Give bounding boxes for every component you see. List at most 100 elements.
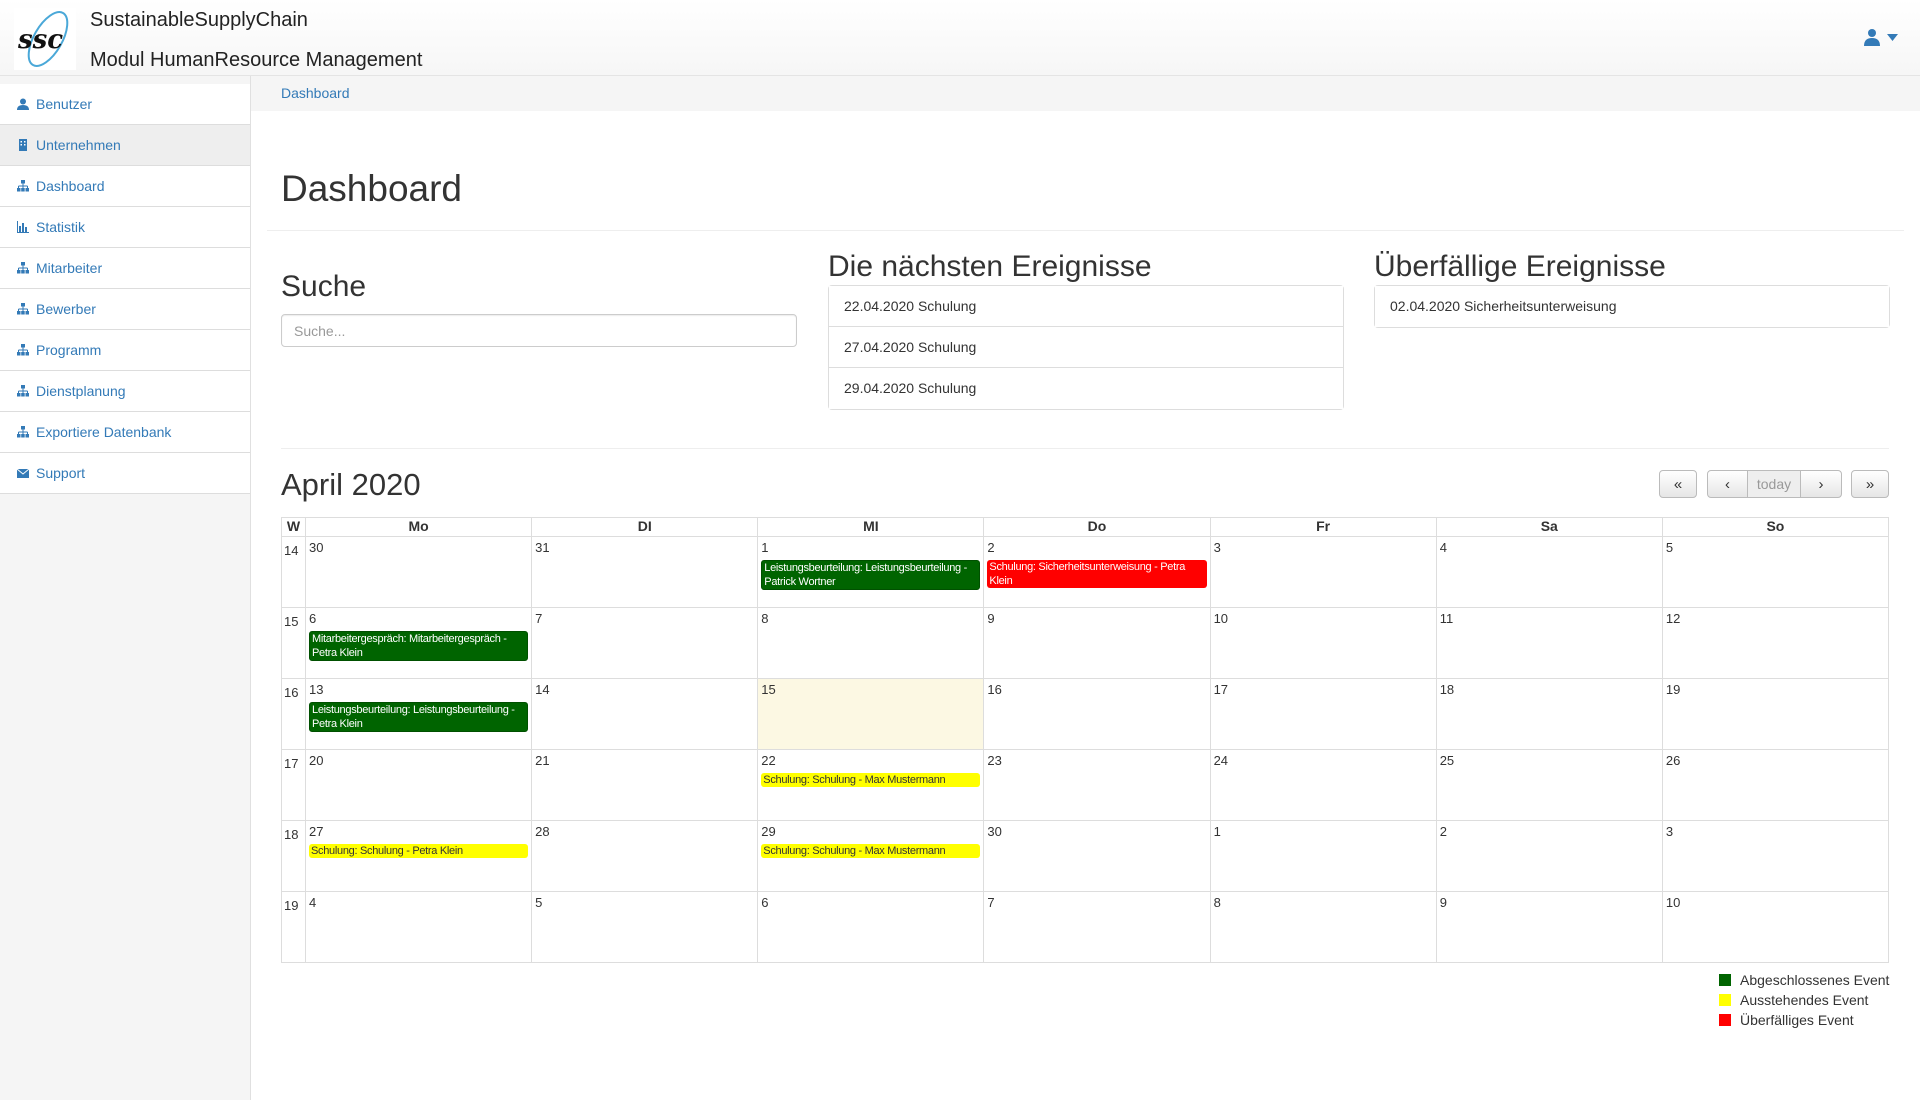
sidebar-item-dashboard[interactable]: Dashboard xyxy=(0,166,250,207)
sidebar-item-statistik[interactable]: Statistik xyxy=(0,207,250,248)
calendar-grid: W Mo DI MI Do Fr Sa So 14 30 31 1 Leistungsbeurteil… xyxy=(281,517,1890,963)
day-header: MI xyxy=(757,517,985,537)
sidebar-item-bewerber[interactable]: Bewerber xyxy=(0,289,250,330)
calendar-event[interactable]: Schulung: Schulung - Max Mustermann xyxy=(761,844,981,858)
calendar-day-cell[interactable]: 12 xyxy=(1661,607,1890,679)
calendar-event[interactable]: Leistungsbeurteilung: Leistungsbeurteilu… xyxy=(761,560,981,590)
calendar-day-cell[interactable]: 8 xyxy=(1209,891,1437,963)
calendar-day-cell[interactable]: 26 xyxy=(1661,749,1890,821)
calendar-day-cell[interactable]: 18 xyxy=(1435,678,1663,750)
sidebar-item-benutzer[interactable]: Benutzer xyxy=(0,84,250,125)
calendar-day-cell[interactable]: 7 xyxy=(531,607,759,679)
day-number: 10 xyxy=(1213,611,1229,626)
sidebar-item-unternehmen[interactable]: Unternehmen xyxy=(0,125,250,166)
calendar-day-cell[interactable]: 27 Schulung: Schulung - Petra Klein xyxy=(304,820,533,892)
calendar-day-cell[interactable]: 3 xyxy=(1209,536,1437,608)
today-button[interactable]: today xyxy=(1747,470,1801,498)
sidebar-item-mitarbeiter[interactable]: Mitarbeiter xyxy=(0,248,250,289)
calendar-event[interactable]: Mitarbeitergespräch: Mitarbeitergespräch… xyxy=(309,631,529,661)
calendar-day-cell[interactable]: 16 xyxy=(983,678,1211,750)
calendar-day-cell[interactable]: 20 xyxy=(304,749,533,821)
legend-item: Abgeschlossenes Event xyxy=(1719,970,1889,990)
overdue-events-list: 02.04.2020 Sicherheitsunterweisung xyxy=(1374,285,1890,328)
event-list-item[interactable]: 27.04.2020 Schulung xyxy=(829,327,1343,368)
day-header: Mo xyxy=(304,517,533,537)
calendar-day-cell[interactable]: 9 xyxy=(983,607,1211,679)
calendar-day-cell[interactable]: 9 xyxy=(1435,891,1663,963)
calendar-day-cell[interactable]: 1 Leistungsbeurteilung: Leistungsbeurteil… xyxy=(757,536,985,608)
calendar-day-cell[interactable]: 4 xyxy=(1435,536,1663,608)
calendar-event[interactable]: Schulung: Schulung - Max Mustermann xyxy=(761,773,981,787)
day-number: 8 xyxy=(761,611,769,626)
prev-month-button[interactable]: ‹ xyxy=(1707,470,1748,498)
calendar-day-cell[interactable]: 31 xyxy=(531,536,759,608)
calendar-day-cell[interactable]: 17 xyxy=(1209,678,1437,750)
event-list-item[interactable]: 22.04.2020 Schulung xyxy=(829,286,1343,327)
calendar-day-cell[interactable]: 1 xyxy=(1209,820,1437,892)
day-number: 1 xyxy=(761,540,769,555)
legend-swatch xyxy=(1719,994,1731,1006)
calendar-day-cell[interactable]: 7 xyxy=(983,891,1211,963)
sidebar-item-dienstplanung[interactable]: Dienstplanung xyxy=(0,371,250,412)
calendar-day-cell[interactable]: 25 xyxy=(1435,749,1663,821)
next-year-button[interactable]: » xyxy=(1851,470,1889,498)
legend-label: Abgeschlossenes Event xyxy=(1740,972,1890,988)
calendar-day-cell[interactable]: 6 Mitarbeitergespräch: Mitarbeitergespräc… xyxy=(304,607,533,679)
calendar-week-row: 19 4 5 6 7 8 9 10 xyxy=(281,891,1890,963)
calendar-day-cell[interactable]: 28 xyxy=(531,820,759,892)
day-number: 1 xyxy=(1213,824,1221,839)
calendar-day-cell[interactable]: 13 Leistungsbeurteilung: Leistungsbeurtei… xyxy=(304,678,533,750)
day-number: 23 xyxy=(987,753,1002,768)
calendar-day-cell[interactable]: 11 xyxy=(1435,607,1663,679)
calendar-event[interactable]: Schulung: Sicherheitsunterweisung - Petr… xyxy=(987,560,1207,588)
sidebar-item-support[interactable]: Support xyxy=(0,453,250,494)
calendar-day-cell[interactable]: 30 xyxy=(983,820,1211,892)
calendar-day-cell[interactable]: 29 Schulung: Schulung - Max Mustermann xyxy=(757,820,985,892)
event-list-item[interactable]: 29.04.2020 Schulung xyxy=(829,368,1343,409)
calendar-day-cell[interactable]: 30 xyxy=(304,536,533,608)
app-title: SustainableSupplyChain xyxy=(90,9,308,31)
calendar-day-cell[interactable]: 3 xyxy=(1661,820,1890,892)
sidebar-item-label: Statistik xyxy=(36,219,86,235)
search-input[interactable] xyxy=(281,314,797,347)
divider xyxy=(281,448,1889,449)
search-heading: Suche xyxy=(281,270,367,303)
sitemap-icon xyxy=(17,303,29,315)
calendar-day-cell[interactable]: 6 xyxy=(757,891,985,963)
day-number: 30 xyxy=(987,824,1002,839)
calendar-day-cell[interactable]: 2 Schulung: Sicherheitsunterweisung - Pet… xyxy=(983,536,1211,608)
calendar-day-cell[interactable]: 8 xyxy=(757,607,985,679)
calendar-day-cell[interactable]: 5 xyxy=(531,891,759,963)
day-number: 7 xyxy=(535,611,543,626)
day-number: 6 xyxy=(761,895,769,910)
calendar-day-cell[interactable]: 24 xyxy=(1209,749,1437,821)
next-month-button[interactable]: › xyxy=(1800,470,1842,498)
prev-year-button[interactable]: « xyxy=(1659,470,1697,498)
sidebar-item-exportiere-datenbank[interactable]: Exportiere Datenbank xyxy=(0,412,250,453)
day-number: 6 xyxy=(309,611,317,626)
calendar-day-cell[interactable]: 22 Schulung: Schulung - Max Mustermann xyxy=(757,749,985,821)
calendar-event[interactable]: Leistungsbeurteilung: Leistungsbeurteilu… xyxy=(309,702,529,732)
sidebar-item-programm[interactable]: Programm xyxy=(0,330,250,371)
day-number: 15 xyxy=(761,682,776,697)
calendar-day-cell[interactable]: 14 xyxy=(531,678,759,750)
week-number: 15 xyxy=(281,607,306,679)
breadcrumb-dashboard-link[interactable]: Dashboard xyxy=(281,85,350,101)
calendar-day-cell[interactable]: 10 xyxy=(1661,891,1890,963)
upcoming-events-list: 22.04.2020 Schulung 27.04.2020 Schulung 29… xyxy=(828,285,1344,410)
calendar-day-cell[interactable]: 21 xyxy=(531,749,759,821)
sidebar-item-label: Exportiere Datenbank xyxy=(36,424,172,440)
user-menu-button[interactable] xyxy=(1863,28,1898,46)
calendar-day-cell[interactable]: 10 xyxy=(1209,607,1437,679)
calendar-day-cell[interactable]: 4 xyxy=(304,891,533,963)
calendar-day-cell[interactable]: 2 xyxy=(1435,820,1663,892)
event-list-item[interactable]: 02.04.2020 Sicherheitsunterweisung xyxy=(1375,286,1889,327)
calendar-event[interactable]: Schulung: Schulung - Petra Klein xyxy=(309,844,529,858)
calendar-day-cell[interactable]: 23 xyxy=(983,749,1211,821)
calendar-day-cell[interactable]: 15 xyxy=(757,678,985,750)
calendar-day-cell[interactable]: 19 xyxy=(1661,678,1890,750)
day-number: 7 xyxy=(987,895,995,910)
day-number: 21 xyxy=(535,753,550,768)
calendar-day-cell[interactable]: 5 xyxy=(1661,536,1890,608)
page-title: Dashboard xyxy=(281,168,463,209)
